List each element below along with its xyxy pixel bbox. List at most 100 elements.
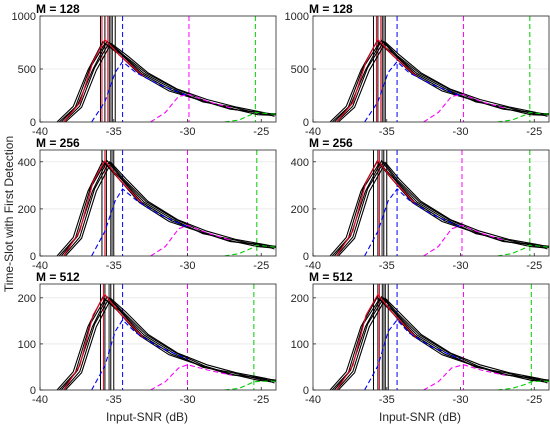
black-curve bbox=[336, 296, 549, 390]
blue-curve bbox=[91, 319, 188, 390]
x-tick-label: -25 bbox=[253, 394, 269, 406]
red-curve bbox=[336, 293, 417, 390]
y-tick-label: 400 bbox=[291, 157, 309, 169]
plot-body bbox=[56, 16, 276, 122]
green-curve bbox=[224, 380, 276, 390]
x-tick-label: -30 bbox=[453, 394, 469, 406]
plot-body bbox=[329, 284, 549, 390]
panel-title: M = 512 bbox=[309, 270, 353, 284]
black-curve bbox=[334, 39, 549, 122]
x-tick-label: -40 bbox=[305, 394, 321, 406]
blue-curve bbox=[91, 60, 188, 122]
x-tick-label: -30 bbox=[453, 126, 469, 138]
y-tick-label: 500 bbox=[18, 64, 36, 76]
y-axis-label: Time-Slot with First Detection bbox=[2, 136, 16, 292]
black-curve bbox=[63, 41, 276, 122]
red-curve bbox=[336, 159, 417, 256]
x-tick-label: -30 bbox=[453, 260, 469, 272]
black-curve bbox=[64, 297, 276, 390]
y-tick-label: 1000 bbox=[12, 11, 36, 23]
y-tick-label: 0 bbox=[30, 251, 36, 263]
x-tick-label: -40 bbox=[32, 394, 48, 406]
black-curve bbox=[338, 41, 549, 122]
black-curve bbox=[60, 295, 276, 390]
axes-frame bbox=[39, 283, 277, 391]
x-tick-label: -30 bbox=[180, 260, 196, 272]
panel-title: M = 256 bbox=[309, 136, 353, 150]
red-curve bbox=[336, 38, 417, 122]
axes-frame bbox=[312, 149, 550, 257]
magenta-curve bbox=[150, 93, 232, 122]
panel-title: M = 128 bbox=[36, 2, 80, 16]
y-tick-label: 200 bbox=[291, 204, 309, 216]
black-curve bbox=[337, 297, 549, 390]
magenta-curve bbox=[150, 224, 232, 256]
x-tick-label: -40 bbox=[32, 126, 48, 138]
y-tick-label: 0 bbox=[30, 385, 36, 397]
x-tick-label: -30 bbox=[180, 126, 196, 138]
x-tick-label: -35 bbox=[379, 394, 395, 406]
plot-body bbox=[56, 150, 276, 256]
x-tick-label: -25 bbox=[526, 260, 542, 272]
green-curve bbox=[497, 244, 549, 256]
panel-title: M = 256 bbox=[36, 136, 80, 150]
x-tick-label: -35 bbox=[106, 394, 122, 406]
green-curve bbox=[224, 244, 276, 256]
y-tick-label: 200 bbox=[18, 204, 36, 216]
magenta-curve bbox=[423, 224, 505, 256]
x-tick-label: -30 bbox=[180, 394, 196, 406]
black-curve bbox=[333, 159, 549, 256]
black-curve bbox=[63, 160, 276, 256]
y-tick-label: 1000 bbox=[285, 11, 309, 23]
panel-title: M = 128 bbox=[309, 2, 353, 16]
black-curve bbox=[333, 295, 549, 390]
axes-frame bbox=[39, 149, 277, 257]
y-tick-label: 500 bbox=[291, 64, 309, 76]
y-tick-label: 400 bbox=[18, 157, 36, 169]
y-tick-label: 100 bbox=[18, 339, 36, 351]
plot-body bbox=[329, 16, 549, 122]
y-tick-label: 0 bbox=[303, 251, 309, 263]
x-axis-label-left: Input-SNR (dB) bbox=[106, 410, 188, 424]
x-tick-label: -35 bbox=[379, 260, 395, 272]
red-curve bbox=[63, 38, 144, 122]
black-curve bbox=[65, 42, 276, 122]
x-tick-label: -35 bbox=[106, 126, 122, 138]
magenta-curve bbox=[150, 364, 232, 390]
black-curve bbox=[60, 159, 276, 256]
panel-title: M = 512 bbox=[36, 270, 80, 284]
y-tick-label: 100 bbox=[291, 339, 309, 351]
axes-frame bbox=[312, 283, 550, 391]
magenta-curve bbox=[423, 93, 505, 122]
red-curve bbox=[63, 293, 144, 390]
green-curve bbox=[224, 111, 276, 122]
blue-curve bbox=[364, 319, 461, 390]
y-tick-label: 200 bbox=[18, 293, 36, 305]
black-curve bbox=[336, 40, 549, 122]
y-tick-label: 0 bbox=[303, 117, 309, 129]
y-tick-label: 200 bbox=[291, 293, 309, 305]
x-tick-label: -35 bbox=[379, 126, 395, 138]
green-curve bbox=[497, 111, 549, 122]
black-curve bbox=[61, 40, 276, 122]
plot-body bbox=[56, 284, 276, 390]
blue-curve bbox=[91, 188, 188, 256]
plot-body bbox=[329, 150, 549, 256]
green-curve bbox=[497, 380, 549, 390]
black-curve bbox=[63, 296, 276, 390]
magenta-curve bbox=[423, 364, 505, 390]
x-tick-label: -35 bbox=[106, 260, 122, 272]
x-tick-label: -40 bbox=[305, 260, 321, 272]
y-tick-label: 0 bbox=[303, 385, 309, 397]
black-curve bbox=[64, 161, 276, 256]
x-tick-label: -25 bbox=[526, 394, 542, 406]
x-tick-label: -25 bbox=[526, 126, 542, 138]
